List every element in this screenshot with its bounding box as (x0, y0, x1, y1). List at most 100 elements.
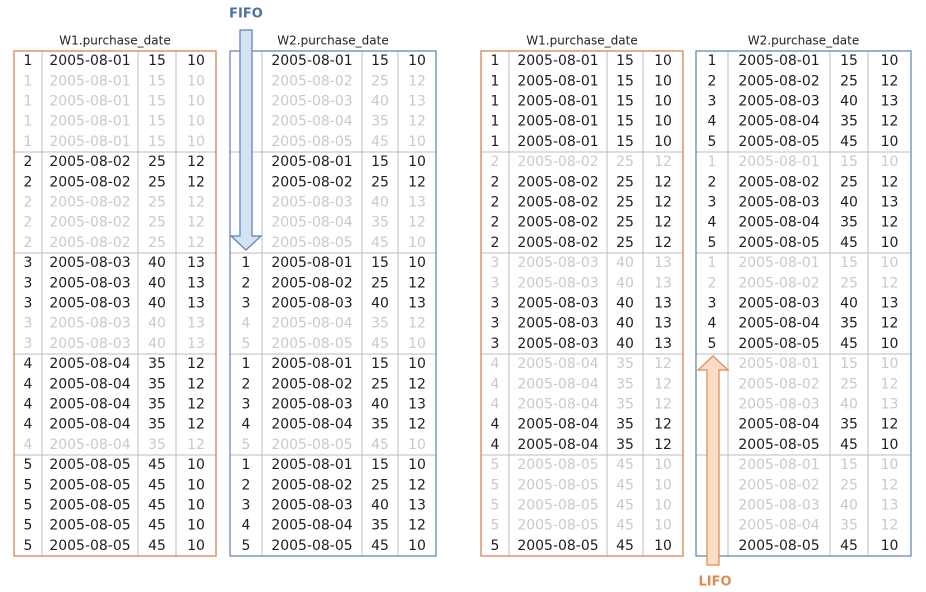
cell: 2005-08-05 (49, 457, 130, 473)
cell: 25 (148, 154, 166, 170)
cell: 2005-08-05 (517, 477, 598, 493)
cell: 2005-08-01 (517, 53, 598, 69)
cell: 40 (148, 275, 166, 291)
cell: 2005-08-03 (738, 397, 819, 413)
cell: 5 (708, 134, 717, 150)
cell: 45 (371, 437, 389, 453)
cell: 10 (654, 518, 672, 534)
cell: 4 (491, 437, 500, 453)
cell: 10 (654, 94, 672, 110)
cell: 12 (654, 215, 672, 231)
cell: 2005-08-02 (271, 477, 352, 493)
table-border (229, 50, 437, 557)
cell: 15 (840, 53, 858, 69)
cell: 2005-08-01 (271, 154, 352, 170)
cell: 15 (371, 457, 389, 473)
cell: 13 (187, 275, 205, 291)
cell: 1 (24, 134, 33, 150)
cell: 15 (148, 114, 166, 130)
cell: 3 (708, 94, 717, 110)
cell: 13 (408, 94, 426, 110)
cell: 1 (242, 255, 251, 271)
cell: 2005-08-02 (738, 73, 819, 89)
cell: 1 (708, 255, 717, 271)
cell: 1 (242, 356, 251, 372)
cell: 12 (881, 376, 899, 392)
cell: 25 (840, 376, 858, 392)
cell: 12 (654, 376, 672, 392)
cell: 10 (187, 457, 205, 473)
cell: 5 (491, 498, 500, 514)
cell: 12 (654, 397, 672, 413)
cell: 1 (491, 94, 500, 110)
cell: 2005-08-04 (517, 437, 598, 453)
cell: 12 (654, 417, 672, 433)
cell: 1 (491, 114, 500, 130)
cell: 2005-08-03 (271, 296, 352, 312)
cell: 2005-08-05 (517, 457, 598, 473)
cell: 2005-08-02 (517, 195, 598, 211)
cell: 2005-08-05 (517, 538, 598, 554)
cell: 35 (616, 397, 634, 413)
cell: 35 (616, 356, 634, 372)
cell: 5 (24, 518, 33, 534)
cell: 35 (371, 215, 389, 231)
cell: 4 (491, 397, 500, 413)
cell: 2005-08-02 (738, 376, 819, 392)
cell: 13 (408, 195, 426, 211)
cell: 3 (491, 275, 500, 291)
cell: 45 (616, 457, 634, 473)
cell: 12 (408, 477, 426, 493)
cell: 2 (24, 235, 33, 251)
cell: 45 (371, 538, 389, 554)
cell: 25 (616, 195, 634, 211)
cell: 2005-08-01 (271, 53, 352, 69)
cell: 4 (708, 215, 717, 231)
cell: 40 (148, 296, 166, 312)
cell: 2005-08-03 (49, 316, 130, 332)
cell: 2005-08-01 (49, 134, 130, 150)
cell: 1 (708, 53, 717, 69)
cell: 10 (187, 498, 205, 514)
cell: 15 (616, 114, 634, 130)
cell: 2 (491, 174, 500, 190)
cell: 10 (408, 53, 426, 69)
cell: 2005-08-04 (517, 417, 598, 433)
cell: 15 (840, 457, 858, 473)
cell: 2005-08-02 (271, 376, 352, 392)
cell: 2005-08-02 (49, 174, 130, 190)
cell: 2005-08-05 (738, 437, 819, 453)
cell: 2005-08-05 (49, 538, 130, 554)
cell: 15 (148, 73, 166, 89)
table-header: W2.purchase_date (277, 34, 388, 48)
cell: 5 (24, 457, 33, 473)
cell: 2005-08-05 (271, 437, 352, 453)
cell: 2005-08-03 (49, 336, 130, 352)
cell: 25 (148, 174, 166, 190)
cell: 2005-08-03 (49, 255, 130, 271)
cell: 45 (616, 538, 634, 554)
cell: 4 (24, 437, 33, 453)
cell: 15 (371, 53, 389, 69)
cell: 2 (491, 154, 500, 170)
cell: 2005-08-05 (271, 235, 352, 251)
cell: 2 (708, 275, 717, 291)
cell: 15 (840, 255, 858, 271)
cell: 35 (371, 114, 389, 130)
cell: 2 (708, 73, 717, 89)
cell: 13 (187, 316, 205, 332)
cell: 2 (24, 154, 33, 170)
cell: 2 (242, 275, 251, 291)
cell: 25 (840, 275, 858, 291)
cell: 2005-08-04 (517, 376, 598, 392)
cell: 25 (148, 235, 166, 251)
cell: 4 (242, 518, 251, 534)
cell: 3 (24, 296, 33, 312)
cell: 45 (371, 235, 389, 251)
cell: 40 (840, 195, 858, 211)
cell: 10 (654, 477, 672, 493)
cell: 10 (881, 154, 899, 170)
cell: 45 (148, 457, 166, 473)
cell: 45 (840, 538, 858, 554)
cell: 2005-08-05 (271, 336, 352, 352)
